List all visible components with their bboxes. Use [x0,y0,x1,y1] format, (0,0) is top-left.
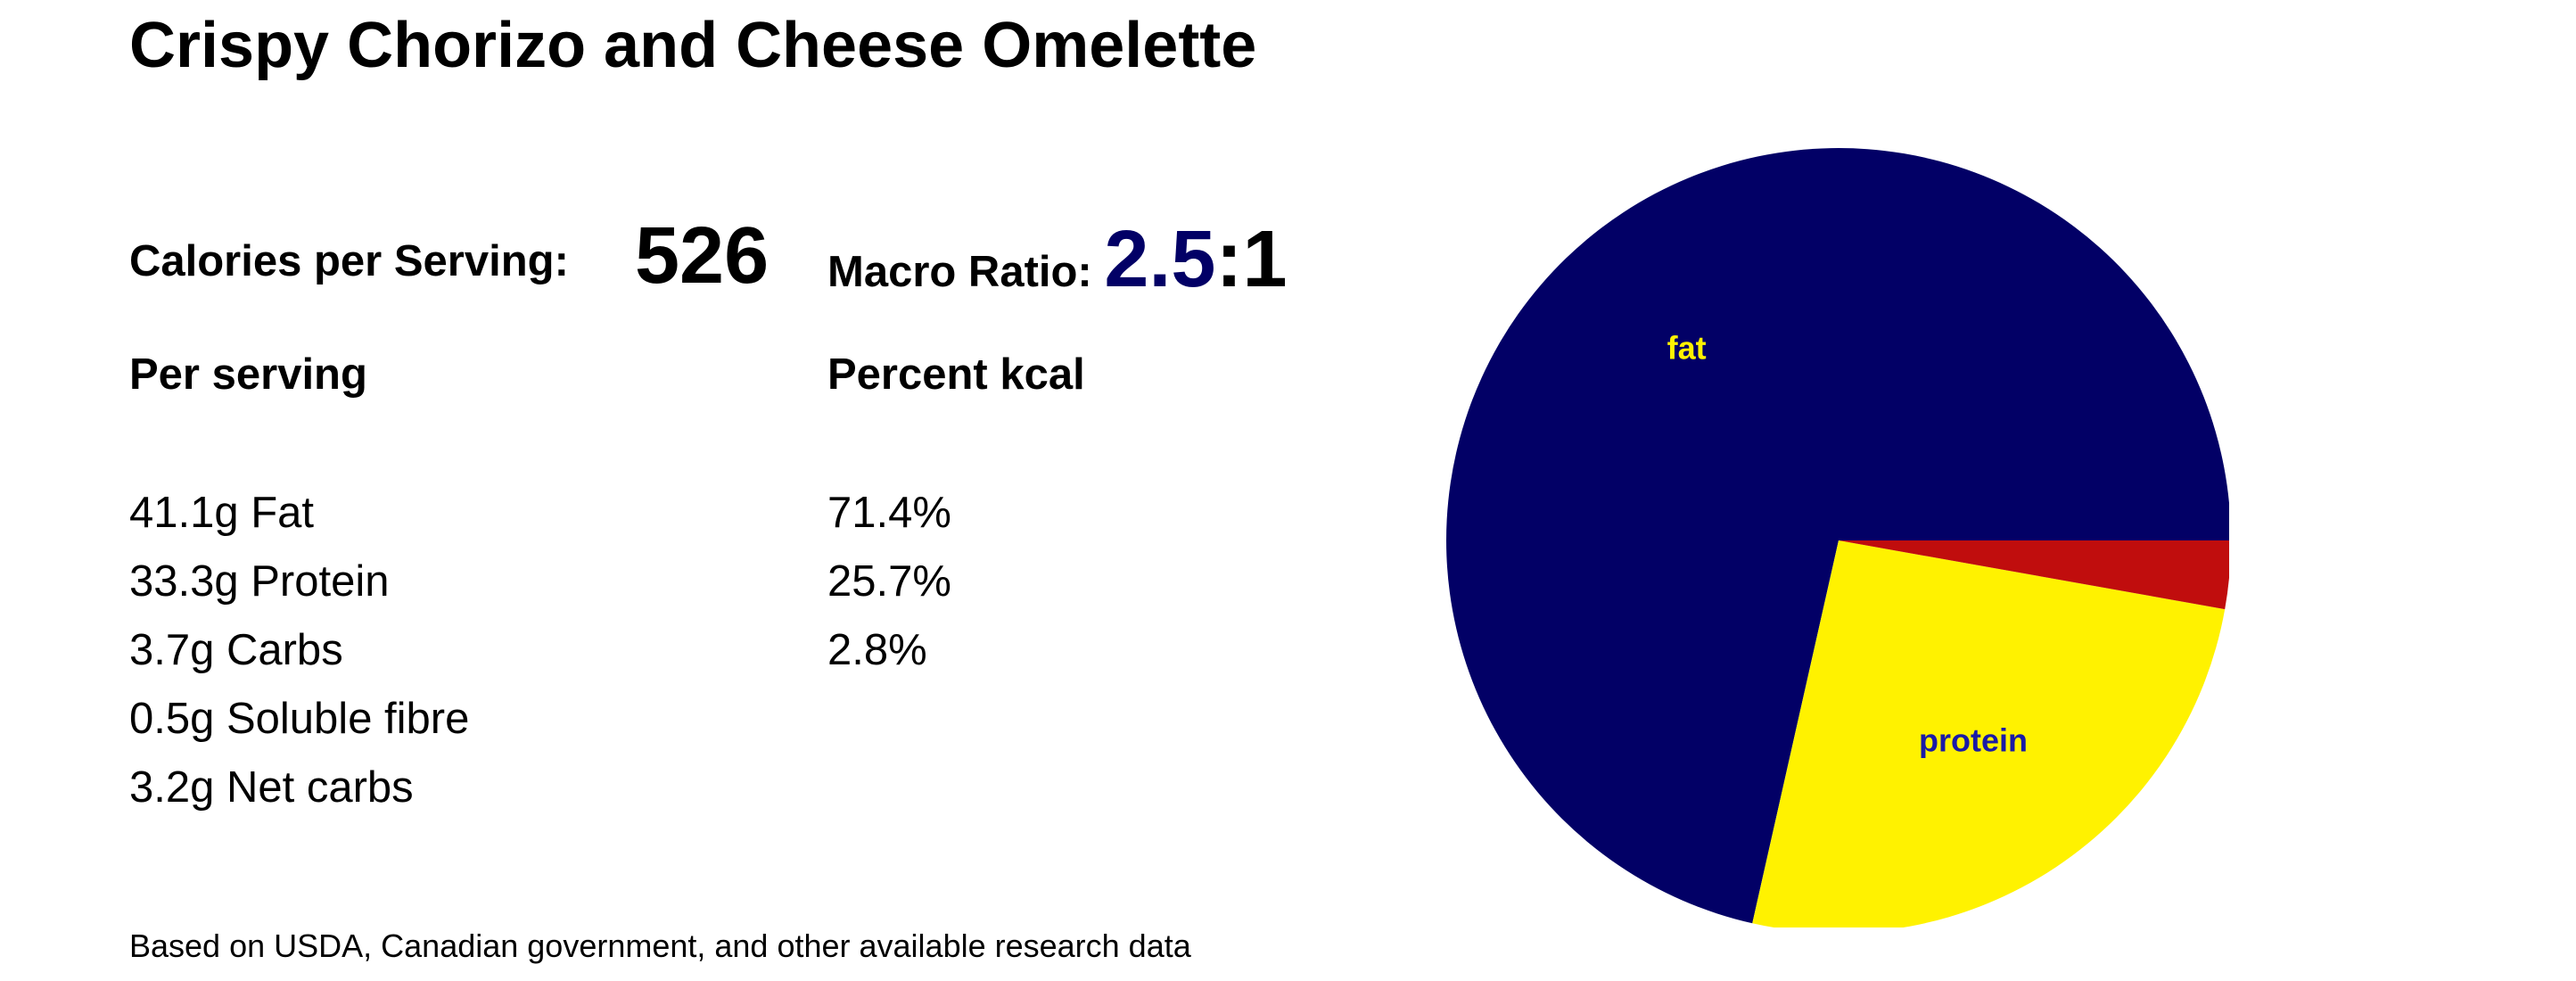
percent-kcal-list: 71.4% 25.7% 2.8% [827,482,951,688]
pie-slice-fat [1446,148,2229,924]
per-serving-item: 0.5g Soluble fibre [129,695,470,743]
page-title: Crispy Chorizo and Cheese Omelette [129,10,1257,81]
macro-ratio-suffix: :1 [1215,215,1288,304]
calories-label: Calories per Serving: [129,237,569,285]
pie-label-fat: fat [1667,329,1707,366]
percent-kcal-heading: Percent kcal [827,350,1085,399]
percent-kcal-item: 2.8% [827,626,927,674]
macro-pie-chart: fat protein [1446,148,2229,927]
pie-label-protein: protein [1919,722,2028,759]
percent-kcal-item: 25.7% [827,557,951,606]
percent-kcal-item: 71.4% [827,489,951,537]
footnote: Based on USDA, Canadian government, and … [129,927,1191,964]
macro-ratio-label: Macro Ratio: [827,248,1105,296]
macro-ratio: Macro Ratio: 2.5:1 [827,214,1288,306]
per-serving-heading: Per serving [129,350,367,399]
per-serving-item: 33.3g Protein [129,557,390,606]
pie-slice-carbs [1839,540,2229,610]
per-serving-list: 41.1g Fat 33.3g Protein 3.7g Carbs 0.5g … [129,482,469,825]
per-serving-item: 3.2g Net carbs [129,763,414,812]
per-serving-item: 41.1g Fat [129,489,315,537]
per-serving-item: 3.7g Carbs [129,626,343,674]
macro-ratio-value: 2.5 [1104,215,1216,304]
calories-value: 526 [635,211,770,301]
pie-slice-protein [1752,540,2226,927]
